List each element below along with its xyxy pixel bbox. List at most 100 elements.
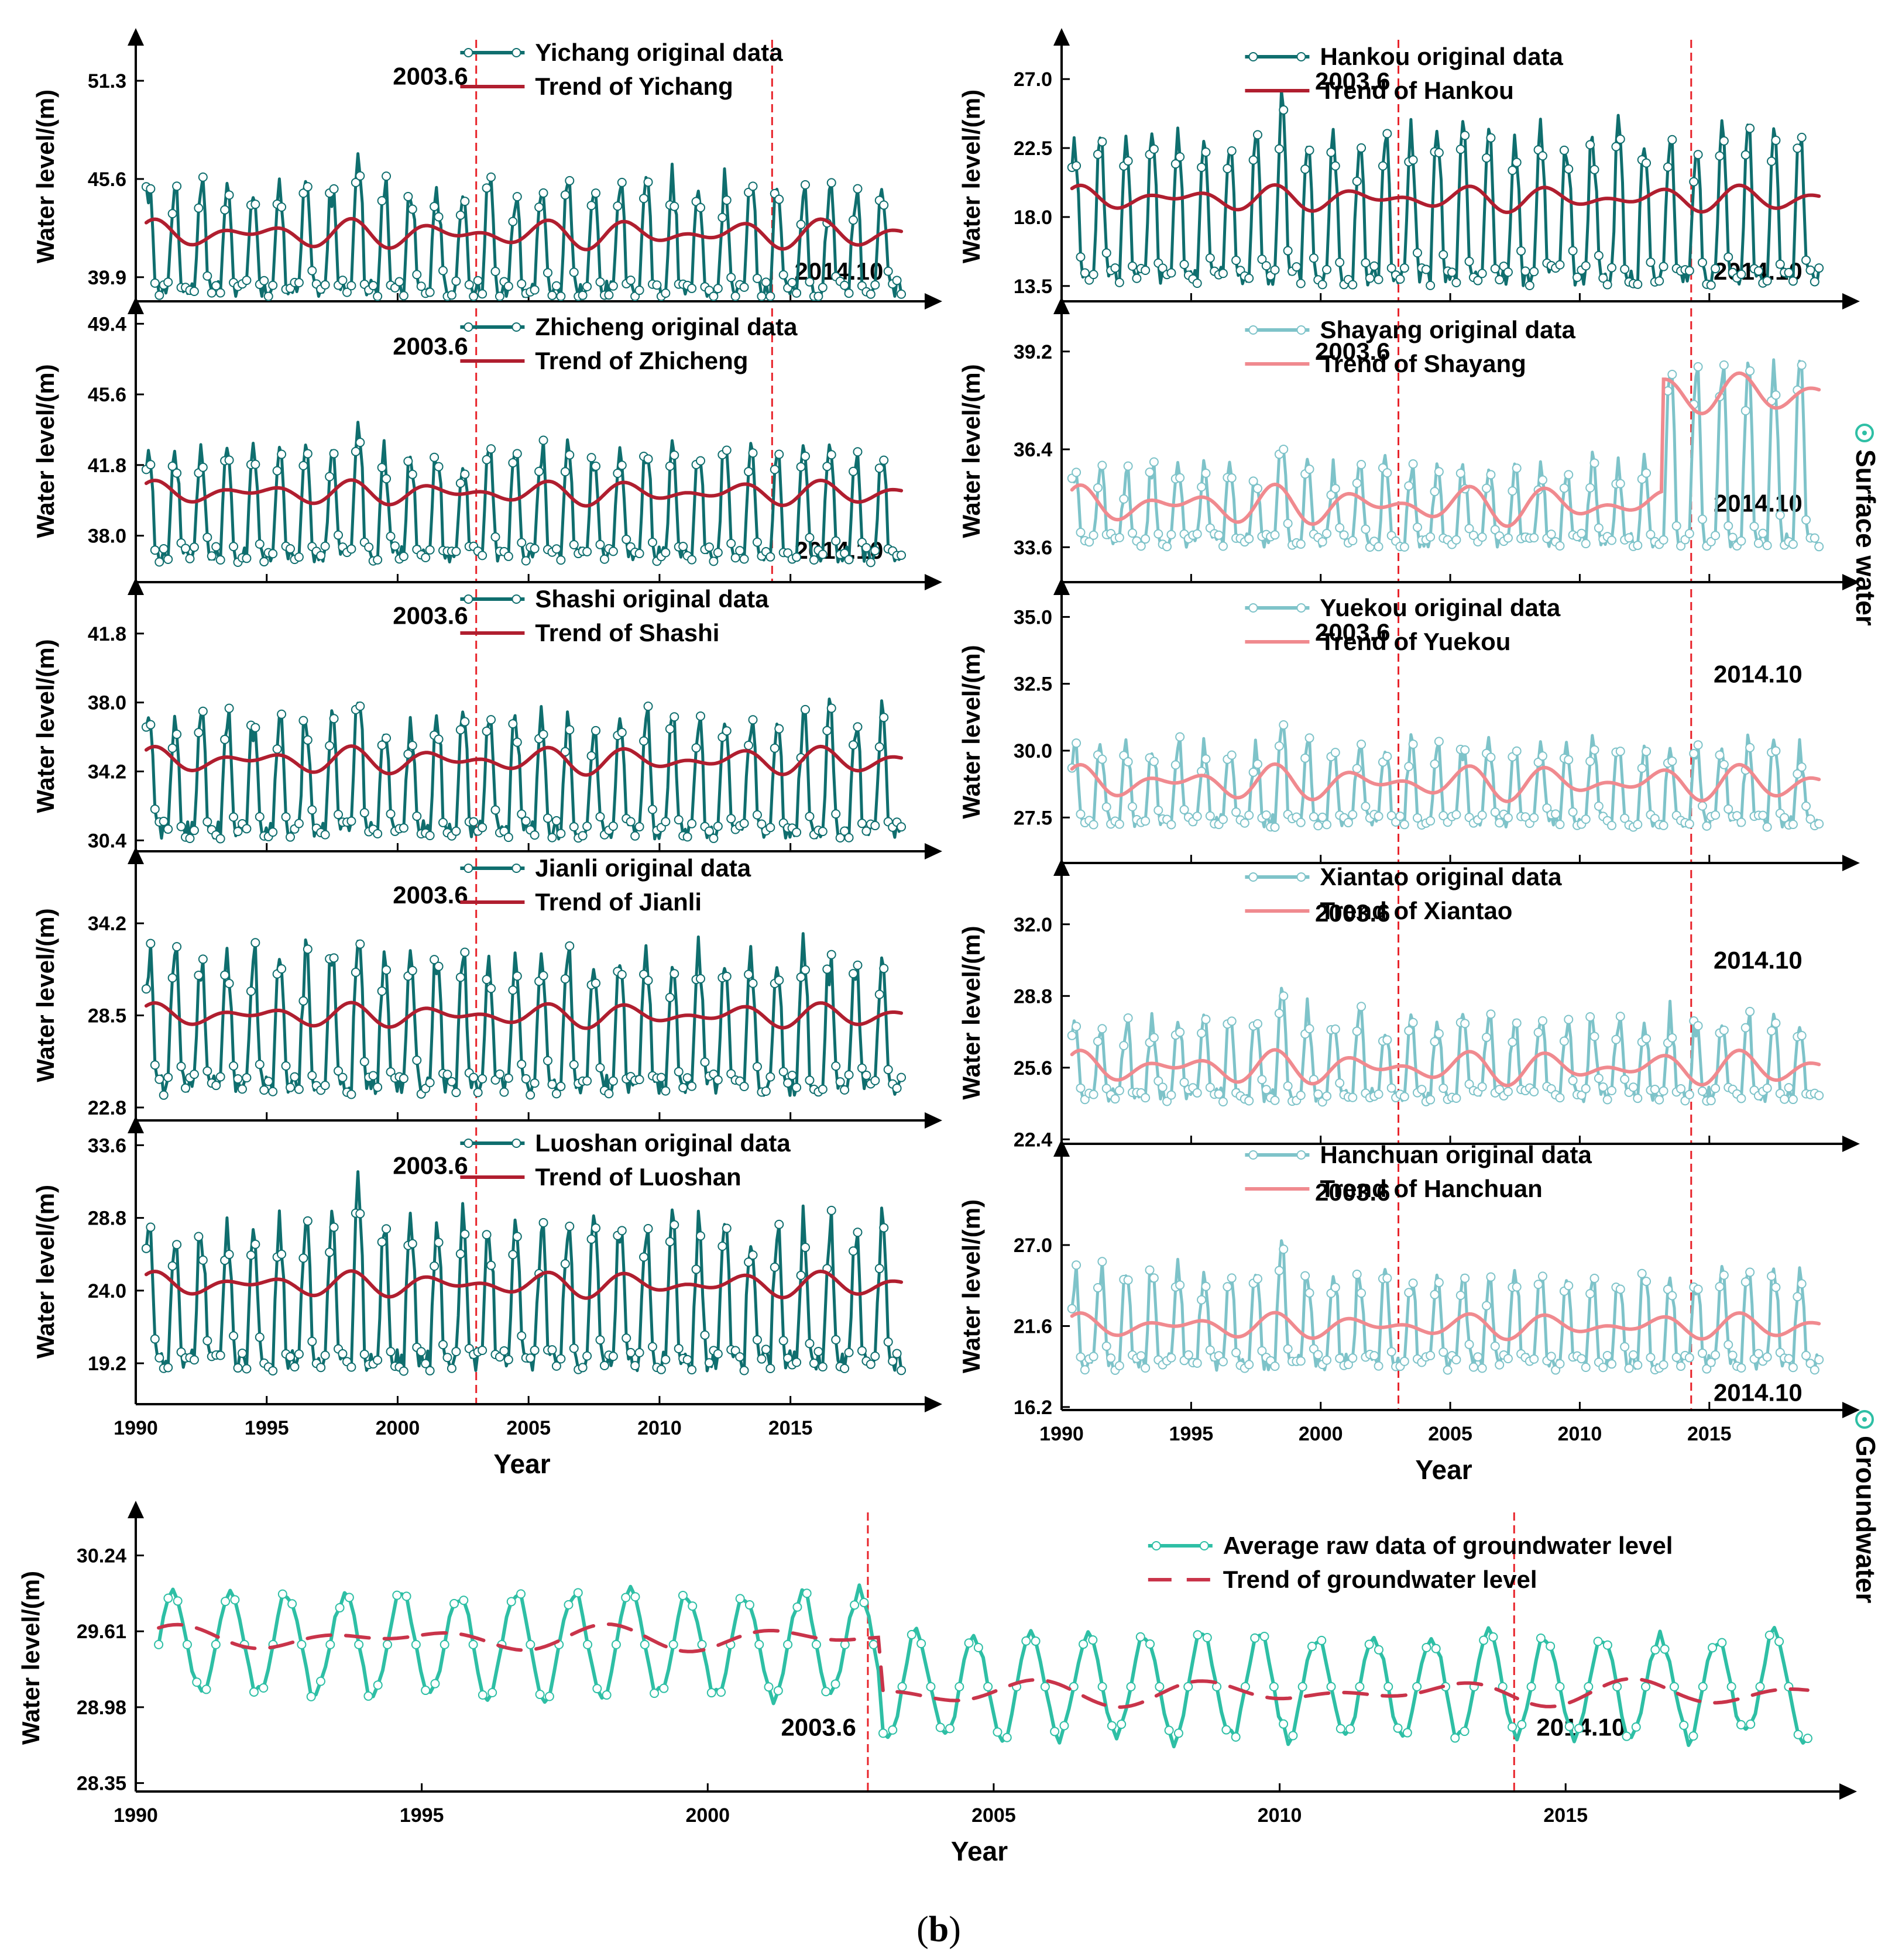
raw-data-point: [1810, 277, 1819, 287]
raw-data-point: [1814, 542, 1824, 552]
legend-entry: Jianli original data: [535, 854, 751, 882]
raw-data-point: [1589, 745, 1599, 755]
raw-data-point: [1460, 1273, 1470, 1283]
raw-data-point: [1698, 1682, 1708, 1691]
raw-data-point: [1537, 1016, 1547, 1026]
raw-data-point: [1313, 821, 1323, 831]
raw-data-point: [1317, 537, 1327, 547]
raw-data-point: [1136, 541, 1146, 551]
raw-data-point: [1214, 530, 1224, 540]
raw-data-point: [1374, 274, 1383, 284]
raw-data-point: [1438, 1347, 1448, 1357]
raw-data-point: [250, 938, 260, 948]
raw-data-point: [857, 1346, 867, 1356]
raw-data-point: [194, 1232, 204, 1242]
raw-data-point: [1577, 1354, 1587, 1364]
raw-data-point: [935, 1722, 945, 1732]
annotation-label: 2014.10: [1714, 660, 1803, 687]
raw-data-point: [1745, 123, 1755, 133]
raw-data-point: [678, 1082, 688, 1092]
raw-data-point: [595, 539, 605, 549]
y-tick-label: 30.24: [77, 1545, 126, 1567]
raw-data-point: [215, 834, 225, 844]
legend-entry: Trend of Shashi: [535, 619, 719, 647]
raw-data-point: [1202, 1633, 1212, 1643]
raw-data-point: [1132, 273, 1142, 283]
raw-data-point: [830, 1679, 840, 1689]
raw-data-point: [517, 538, 527, 548]
raw-data-point: [329, 1222, 339, 1232]
annotation-label: 2003.6: [1315, 338, 1390, 365]
raw-data-point: [1110, 1094, 1120, 1104]
raw-data-point: [1089, 1089, 1098, 1099]
raw-data-point: [1529, 533, 1539, 543]
raw-data-point: [478, 823, 487, 833]
raw-data-point: [748, 1250, 758, 1260]
raw-data-point: [1464, 1339, 1474, 1349]
raw-data-point: [530, 1345, 540, 1355]
raw-data-point: [320, 1081, 330, 1091]
raw-data-point: [1607, 263, 1617, 273]
raw-data-point: [691, 743, 701, 753]
raw-data-point: [595, 277, 605, 287]
raw-data-point: [460, 717, 470, 727]
raw-data-point: [172, 942, 182, 952]
raw-data-point: [176, 821, 186, 831]
raw-data-point: [1671, 1352, 1681, 1362]
raw-data-point: [1775, 510, 1785, 520]
raw-data-point: [1669, 1682, 1679, 1691]
raw-data-point: [434, 462, 444, 472]
y-tick-label: 34.2: [88, 761, 126, 783]
raw-data-point: [1788, 539, 1798, 549]
raw-data-point: [146, 938, 156, 948]
raw-data-point: [1585, 1012, 1595, 1022]
raw-data-point: [1486, 1272, 1496, 1282]
raw-data-point: [849, 1246, 859, 1256]
raw-data-point: [696, 974, 706, 984]
raw-data-point: [787, 278, 797, 288]
raw-data-point: [1559, 483, 1569, 493]
raw-data-point: [163, 1363, 173, 1373]
raw-data-point: [1602, 280, 1612, 290]
raw-data-point: [1309, 253, 1319, 263]
raw-data-point: [1805, 814, 1815, 824]
raw-data-point: [1274, 1266, 1284, 1275]
raw-data-point: [421, 1686, 431, 1696]
raw-data-point: [1270, 822, 1280, 832]
raw-data-point: [1719, 1025, 1729, 1035]
raw-data-point: [455, 1249, 465, 1259]
raw-data-point: [1762, 541, 1772, 551]
raw-data-point: [1684, 1089, 1694, 1099]
y-tick-label: 22.4: [1014, 1129, 1052, 1151]
legend-entry: Yuekou original data: [1320, 594, 1560, 621]
raw-data-point: [835, 1077, 845, 1087]
raw-data-point: [246, 986, 256, 996]
raw-data-point: [883, 1065, 893, 1075]
raw-data-point: [1667, 756, 1677, 766]
legend-entry: Shashi original data: [535, 585, 769, 613]
raw-data-point: [547, 290, 557, 300]
x-tick-label: 1995: [1169, 1423, 1214, 1445]
raw-data-point: [277, 1249, 287, 1259]
raw-data-point: [1279, 1244, 1289, 1254]
raw-data-point: [338, 1072, 348, 1082]
raw-data-point: [290, 1362, 300, 1372]
raw-data-point: [1482, 153, 1492, 163]
raw-data-point: [1477, 532, 1487, 542]
raw-data-point: [294, 1349, 304, 1359]
raw-data-point: [194, 203, 204, 213]
raw-data-point: [1421, 264, 1431, 274]
raw-data-point: [249, 1687, 259, 1697]
y-tick-label: 39.9: [88, 267, 126, 289]
raw-data-point: [512, 192, 522, 202]
raw-data-point: [373, 291, 383, 301]
raw-data-point: [1490, 807, 1500, 817]
raw-data-point: [1520, 266, 1530, 276]
raw-data-point: [1615, 1012, 1625, 1022]
raw-data-point: [1201, 468, 1211, 478]
raw-data-point: [1490, 1341, 1500, 1351]
raw-data-point: [1740, 405, 1750, 415]
raw-data-point: [774, 724, 784, 734]
raw-data-point: [1676, 1361, 1686, 1371]
